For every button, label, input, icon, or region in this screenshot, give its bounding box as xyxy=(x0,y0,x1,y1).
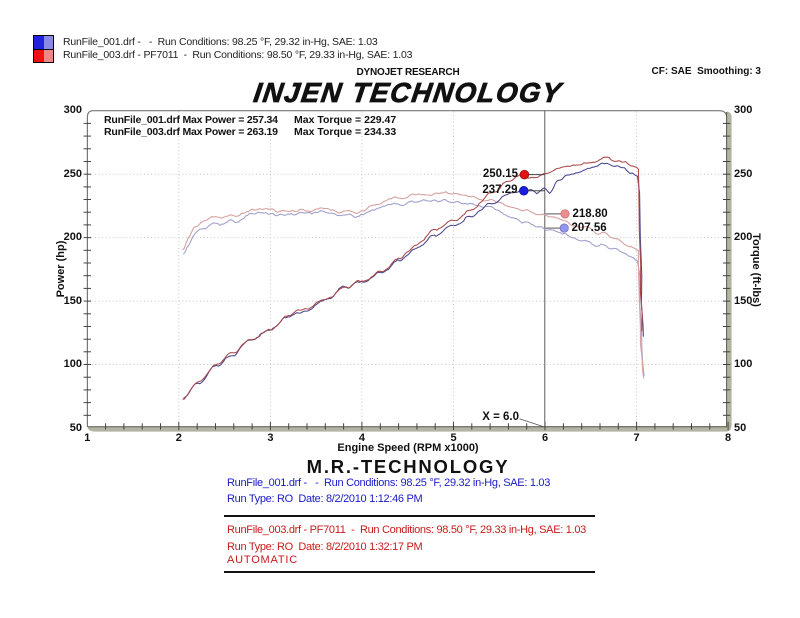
svg-text:Torque (ft-lbs): Torque (ft-lbs) xyxy=(750,233,762,307)
svg-text:Power (hp): Power (hp) xyxy=(55,240,67,297)
